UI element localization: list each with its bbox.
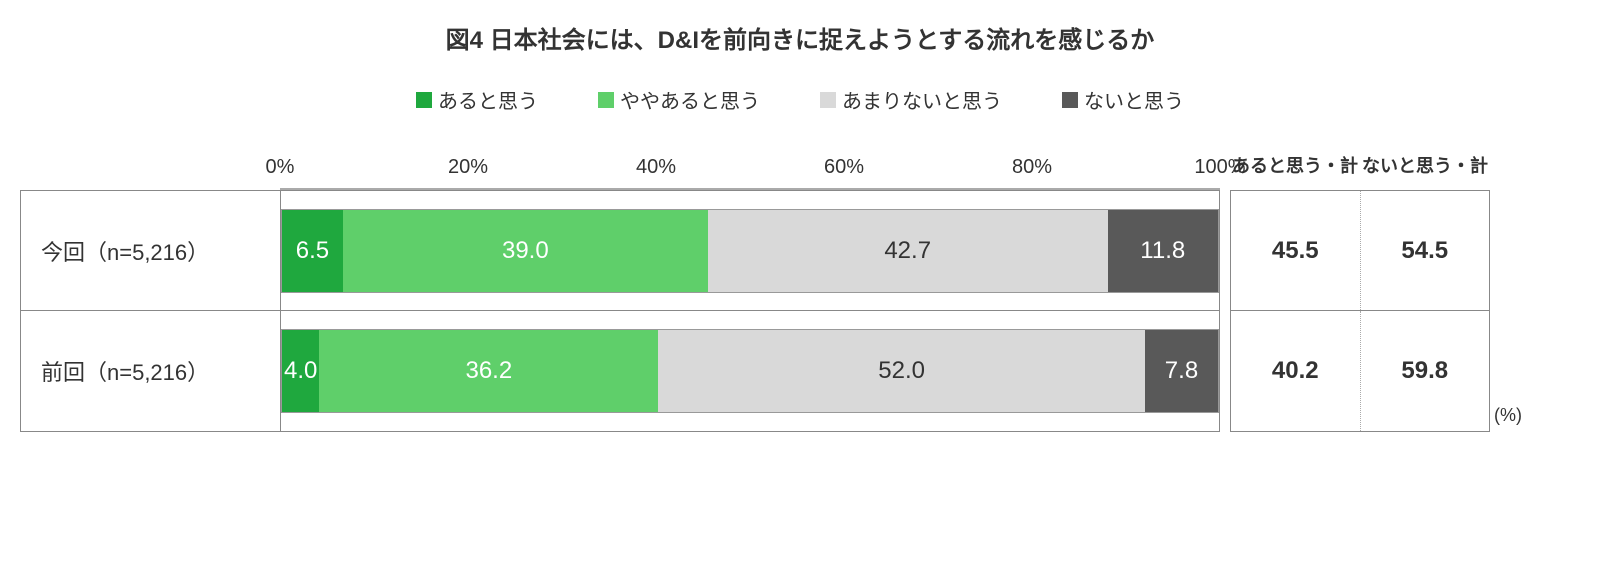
axis-tick-label: 60%: [824, 156, 864, 179]
x-axis: 0%20%40%60%80%100%: [280, 144, 1220, 190]
totals-column: あると思う・計 ないと思う・計 45.554.540.259.8: [1230, 144, 1490, 432]
totals-row: 45.554.5: [1231, 191, 1489, 311]
axis-tick-label: 80%: [1012, 156, 1052, 179]
legend-label: ないと思う: [1084, 85, 1184, 114]
bar-segment: 52.0: [658, 330, 1145, 412]
bar-segment: 11.8: [1108, 210, 1218, 292]
totals-yes: 40.2: [1231, 311, 1361, 431]
totals-no: 54.5: [1361, 191, 1490, 310]
legend-item: あまりないと思う: [820, 85, 1002, 114]
bar-row: 4.036.252.07.8: [281, 311, 1219, 431]
totals-header-yes: あると思う・計: [1230, 144, 1360, 190]
bars-column: 0%20%40%60%80%100% 6.539.042.711.84.036.…: [280, 144, 1220, 432]
chart-container: 図4 日本社会には、D&Iを前向きに捉えようとする流れを感じるか あると思う やや…: [20, 20, 1580, 432]
bar-segment: 36.2: [319, 330, 658, 412]
bar-segment: 7.8: [1145, 330, 1218, 412]
legend-item: ややあると思う: [598, 85, 760, 114]
bar-segment: 6.5: [282, 210, 343, 292]
bar-segment: 42.7: [708, 210, 1108, 292]
totals-body: 45.554.540.259.8: [1230, 190, 1490, 432]
stacked-bar: 6.539.042.711.8: [281, 209, 1219, 293]
legend-item: ないと思う: [1062, 85, 1184, 114]
bar-row: 6.539.042.711.8: [281, 191, 1219, 311]
axis-tick-label: 20%: [448, 156, 488, 179]
stacked-bar: 4.036.252.07.8: [281, 329, 1219, 413]
axis-tick-label: 0%: [266, 156, 295, 179]
legend-label: あると思う: [438, 85, 538, 114]
row-labels-column: 今回（n=5,216）前回（n=5,216）: [20, 190, 280, 432]
legend-label: あまりないと思う: [842, 85, 1002, 114]
row-label: 前回（n=5,216）: [21, 311, 280, 431]
totals-row: 40.259.8: [1231, 311, 1489, 431]
legend-label: ややあると思う: [620, 85, 760, 114]
legend-swatch: [416, 92, 432, 108]
totals-no: 59.8: [1361, 311, 1490, 431]
bar-segment: 4.0: [282, 330, 319, 412]
unit-label: (%): [1494, 405, 1522, 432]
chart-title: 図4 日本社会には、D&Iを前向きに捉えようとする流れを感じるか: [20, 20, 1580, 55]
chart-area: 今回（n=5,216）前回（n=5,216） 0% 20% 40% 60% 80% 100…: [20, 144, 1580, 432]
legend-swatch: [1062, 92, 1078, 108]
legend-swatch: [598, 92, 614, 108]
bars-body: 6.539.042.711.8 4.036.252.07.8: [280, 190, 1220, 432]
legend: あると思う ややあると思う あまりないと思う ないと思う: [20, 85, 1580, 114]
totals-header-no: ないと思う・計: [1360, 144, 1490, 190]
legend-swatch: [820, 92, 836, 108]
legend-item: あると思う: [416, 85, 538, 114]
totals-header: あると思う・計 ないと思う・計: [1230, 144, 1490, 190]
bar-segment: 39.0: [343, 210, 708, 292]
axis-tick-label: 100%: [1194, 156, 1245, 179]
row-label: 今回（n=5,216）: [21, 191, 280, 311]
totals-wrap: あると思う・計 ないと思う・計 45.554.540.259.8 (%): [1220, 144, 1522, 432]
totals-yes: 45.5: [1231, 191, 1361, 310]
axis-tick-label: 40%: [636, 156, 676, 179]
